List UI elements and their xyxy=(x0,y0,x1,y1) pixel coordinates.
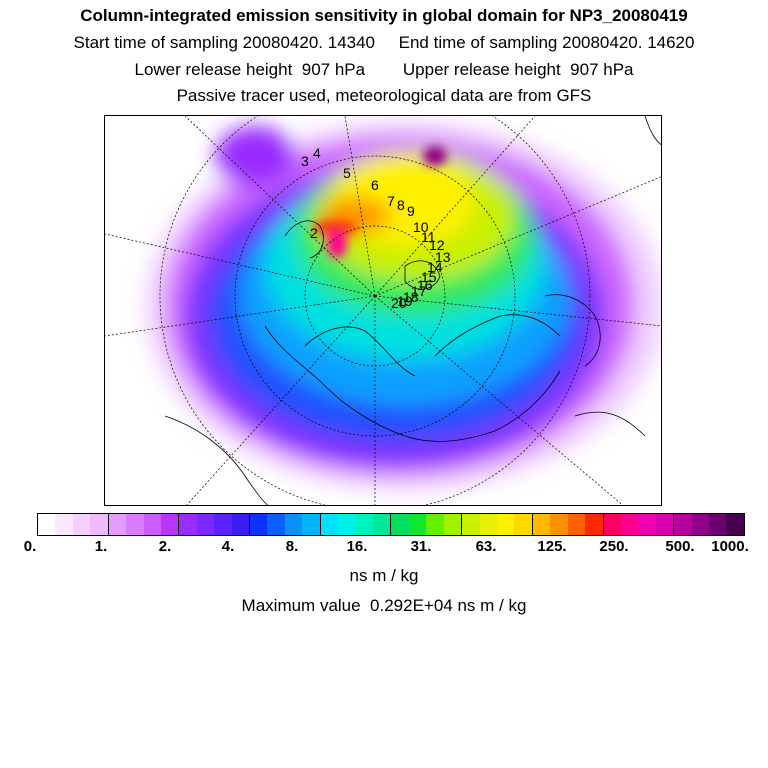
trajectory-label: 17 xyxy=(411,283,427,299)
trajectory-label: 2 xyxy=(310,225,318,241)
color-scale-segment xyxy=(638,514,656,535)
trajectory-label: 6 xyxy=(371,177,379,193)
color-scale-segment xyxy=(250,514,268,535)
color-scale-tick-label: 1000. xyxy=(711,538,749,555)
color-scale-segment xyxy=(426,514,444,535)
trajectory-label: 5 xyxy=(343,165,351,181)
color-scale-segment xyxy=(72,514,91,535)
trajectory-label: 7 xyxy=(387,193,395,209)
color-scale-bar xyxy=(37,513,745,536)
lower-release-text: Lower release height 907 hPa xyxy=(134,60,366,79)
release-heights: Lower release height 907 hPa Upper relea… xyxy=(0,60,768,80)
color-scale-segment xyxy=(55,514,73,535)
end-time-text: End time of sampling 20080420. 14620 xyxy=(398,33,695,52)
trajectory-label: 12 xyxy=(429,237,445,253)
color-scale-segment xyxy=(443,514,463,535)
color-scale-tick-label: 0. xyxy=(23,538,37,555)
color-scale-segment xyxy=(267,514,285,535)
color-scale-segment xyxy=(391,514,409,535)
color-scale-segment xyxy=(302,514,321,535)
color-scale-segment xyxy=(231,514,251,535)
sensitivity-field xyxy=(145,121,661,491)
color-scale-segment xyxy=(408,514,427,535)
color-scale-segment xyxy=(709,514,727,535)
upper-release-text: Upper release height 907 hPa xyxy=(402,60,634,79)
color-scale-tick-label: 1. xyxy=(94,538,108,555)
color-scale-tick-label: 63. xyxy=(475,538,497,555)
color-scale-segment xyxy=(355,514,374,535)
color-scale-segment xyxy=(284,514,303,535)
trajectory-label: 10 xyxy=(413,219,429,235)
color-scale-segment xyxy=(585,514,604,535)
trajectory-label: 11 xyxy=(421,229,436,245)
trajectory-label: 15 xyxy=(421,269,437,285)
color-scale-segment xyxy=(179,514,197,535)
color-scale-segment xyxy=(726,514,744,535)
color-scale-tick-label: 16. xyxy=(346,538,368,555)
color-scale-tick-label: 500. xyxy=(665,538,695,555)
trajectory-label: 20 xyxy=(391,295,407,311)
color-scale-segment xyxy=(514,514,533,535)
color-scale-tick-label: 125. xyxy=(537,538,567,555)
graticule xyxy=(105,116,661,505)
color-scale-segment xyxy=(160,514,180,535)
color-scale-tick-label: 31. xyxy=(410,538,432,555)
color-scale-segment xyxy=(479,514,497,535)
color-scale-segment xyxy=(126,514,144,535)
color-scale-segment xyxy=(196,514,215,535)
trajectory-label: 9 xyxy=(407,203,415,219)
trajectory-label: 3 xyxy=(301,153,309,169)
color-scale-segment xyxy=(532,514,551,535)
color-scale-segment xyxy=(338,514,356,535)
color-scale-segment xyxy=(603,514,621,535)
trajectory-label: 13 xyxy=(435,249,451,265)
units-label: ns m / kg xyxy=(349,566,419,585)
trajectory-label: 14 xyxy=(427,259,443,275)
color-scale-tick-label: 4. xyxy=(221,538,235,555)
color-scale-segment xyxy=(143,514,161,535)
tracer-note: Passive tracer used, meteorological data… xyxy=(176,86,592,105)
trajectory-label: 16 xyxy=(417,277,433,293)
color-scale-segment xyxy=(655,514,675,535)
color-scale-segment xyxy=(462,514,480,535)
sampling-times: Start time of sampling 20080420. 14340 E… xyxy=(0,33,768,53)
color-scale-tick-label: 8. xyxy=(285,538,299,555)
color-scale-tick-label: 250. xyxy=(599,538,629,555)
color-scale-tick-label: 2. xyxy=(158,538,172,555)
map-title: Column-integrated emission sensitivity i… xyxy=(80,6,688,25)
color-scale-segment xyxy=(620,514,639,535)
coastlines xyxy=(164,116,661,505)
color-scale-segment xyxy=(38,514,56,535)
trajectory-label: 19 xyxy=(397,293,413,309)
trajectory-label: 8 xyxy=(397,197,405,213)
color-scale-segment xyxy=(674,514,692,535)
color-scale-segment xyxy=(320,514,339,535)
emission-sensitivity-map: 2 3 4 5 6 7 8 9 10 11 12 13 14 15 16 17 18 19 20 xyxy=(104,115,662,506)
color-scale-segment xyxy=(496,514,515,535)
start-time-text: Start time of sampling 20080420. 14340 xyxy=(73,33,376,52)
trajectory-label: 4 xyxy=(313,145,321,161)
color-scale-segment xyxy=(550,514,568,535)
color-scale-segment xyxy=(691,514,710,535)
color-scale-segment xyxy=(373,514,392,535)
trajectory-label: 18 xyxy=(403,289,419,305)
color-scale-segment xyxy=(108,514,127,535)
color-scale-segment xyxy=(567,514,586,535)
color-scale-segment xyxy=(214,514,232,535)
color-scale-segment xyxy=(90,514,109,535)
maximum-value-text: Maximum value 0.292E+04 ns m / kg xyxy=(241,596,527,615)
